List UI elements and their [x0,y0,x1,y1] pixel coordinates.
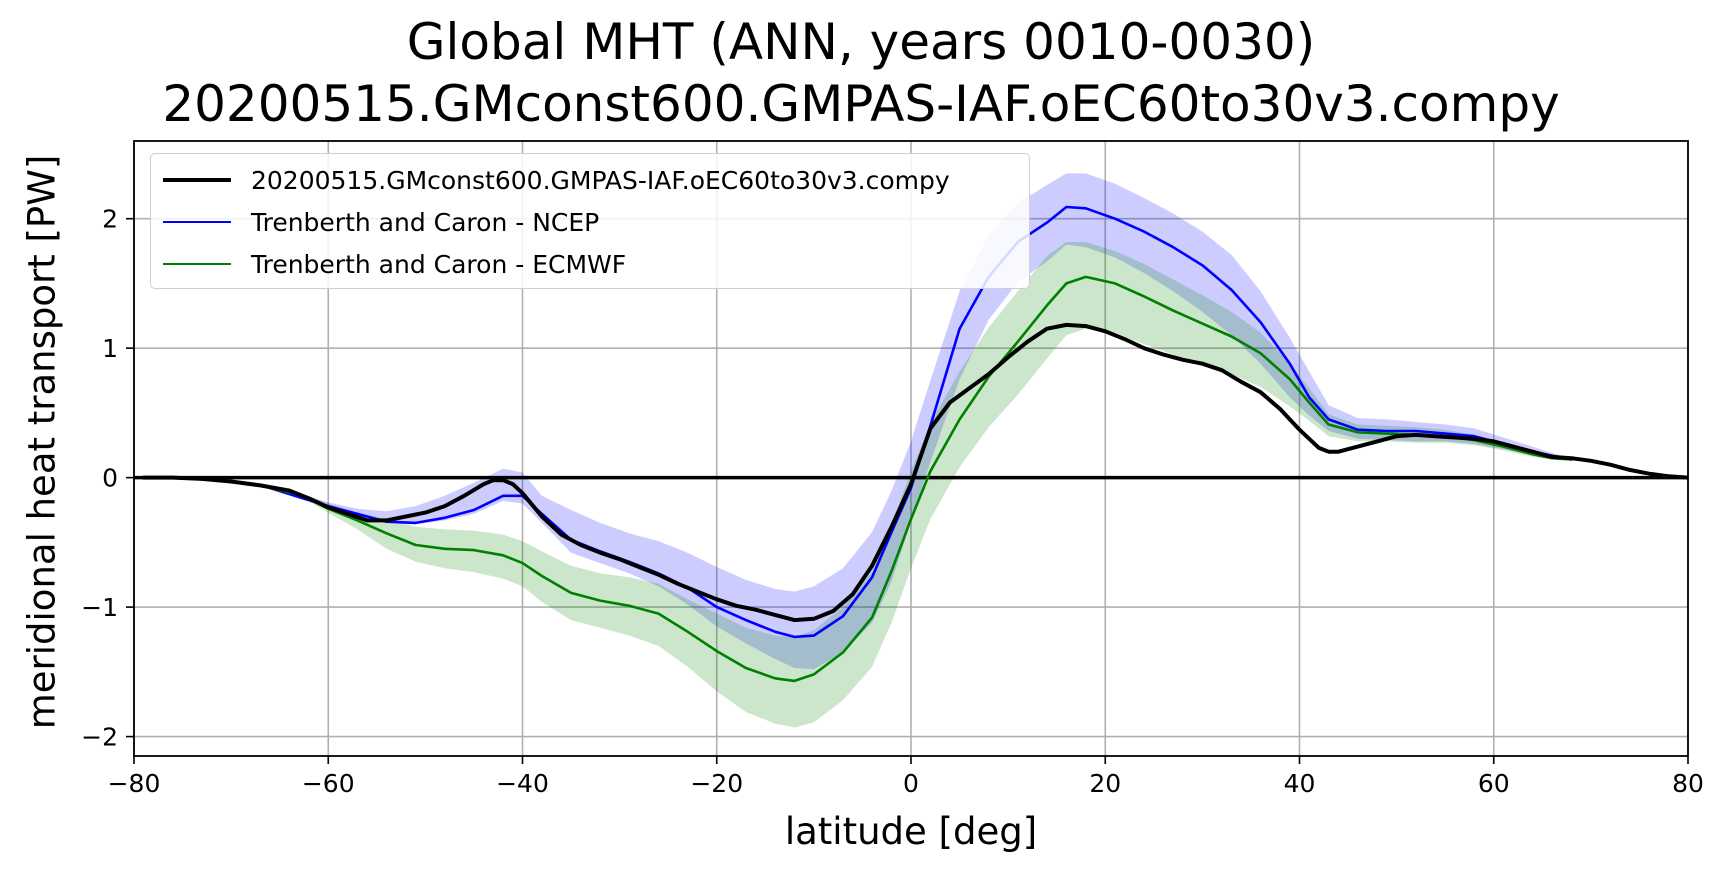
chart-title: Global MHT (ANN, years 0010-0030) [406,13,1316,71]
plot-area [134,173,1688,728]
x-tick-label: 0 [903,769,919,798]
y-tick-label: 2 [102,205,118,234]
legend-label-model: 20200515.GMconst600.GMPAS-IAF.oEC60to30v… [251,165,950,195]
series-line-ecmwf [268,275,1573,683]
series-line-model [141,322,1688,623]
uncertainty-band-ecmwf [270,242,1572,728]
y-tick-label: 0 [102,464,118,493]
x-tick-label: −20 [690,769,743,798]
legend-swatch-ecmwf [163,263,231,265]
x-tick-label: 60 [1478,769,1510,798]
y-tick-label: −1 [81,593,118,622]
x-tick-label: −80 [108,769,161,798]
legend-entry-model: 20200515.GMconst600.GMPAS-IAF.oEC60to30v… [163,160,950,200]
chart-subtitle: 20200515.GMconst600.GMPAS-IAF.oEC60to30v… [162,75,1560,133]
legend-entry-ncep: Trenberth and Caron - NCEP [163,202,599,242]
x-tick-label: 20 [1089,769,1121,798]
legend-swatch-model [163,178,231,182]
legend: 20200515.GMconst600.GMPAS-IAF.oEC60to30v… [150,153,1030,289]
legend-label-ncep: Trenberth and Caron - NCEP [251,207,600,237]
legend-label-ecmwf: Trenberth and Caron - ECMWF [251,249,627,279]
uncertainty-band-ncep [270,173,1572,670]
y-tick-label: −2 [81,723,118,752]
y-axis-label: meridional heat transport [PW] [20,154,64,730]
legend-swatch-ncep [163,221,231,223]
x-axis-label: latitude [deg] [784,810,1038,853]
x-tick-label: 80 [1672,769,1704,798]
x-tick-label: −60 [302,769,355,798]
x-tick-label: 40 [1284,769,1316,798]
y-tick-label: 1 [102,334,118,363]
x-tick-label: −40 [496,769,549,798]
legend-entry-ecmwf: Trenberth and Caron - ECMWF [163,244,626,284]
